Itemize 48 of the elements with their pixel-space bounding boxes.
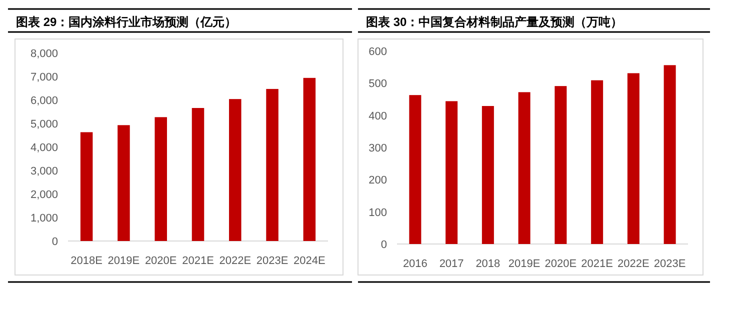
bar: [303, 78, 316, 241]
x-tick-label: 2022E: [219, 255, 252, 267]
x-tick-label: 2024E: [294, 255, 326, 267]
x-tick-label: 2019E: [108, 255, 140, 267]
x-tick-label: 2021E: [182, 255, 214, 267]
chart-title: 图表 29：国内涂料行业市场预测（亿元）: [16, 15, 237, 29]
y-tick-label: 100: [368, 206, 387, 219]
y-tick-label: 600: [368, 46, 387, 58]
bar: [154, 117, 167, 241]
y-tick-label: 1,000: [30, 212, 58, 224]
x-tick-label: 2023E: [256, 255, 288, 267]
y-tick-label: 4,000: [30, 142, 58, 154]
bar: [627, 73, 640, 244]
bar: [266, 88, 278, 241]
y-tick-label: 500: [368, 78, 387, 90]
y-tick-label: 400: [368, 110, 387, 122]
y-tick-label: 0: [52, 236, 58, 248]
bar: [192, 108, 204, 241]
bar: [664, 65, 676, 244]
x-tick-label: 2019E: [508, 258, 540, 270]
y-tick-label: 2,000: [30, 189, 58, 201]
x-tick-label: 2023E: [654, 258, 686, 270]
bar: [229, 99, 242, 241]
chart-title: 图表 30：中国复合材料制品产量及预测（万吨）: [366, 15, 623, 29]
bar: [554, 86, 567, 244]
x-tick-label: 2021E: [581, 258, 613, 270]
x-tick-label: 2020E: [144, 255, 177, 267]
bar: [518, 92, 530, 244]
x-tick-label: 2022E: [618, 258, 650, 270]
x-tick-label: 2016: [402, 258, 428, 270]
y-tick-label: 300: [368, 142, 387, 154]
y-tick-label: 0: [380, 239, 387, 251]
y-tick-label: 5,000: [30, 118, 58, 130]
bar: [482, 106, 494, 244]
x-tick-label: 2017: [439, 258, 464, 270]
bar: [80, 132, 93, 241]
y-tick-label: 6,000: [30, 95, 58, 107]
x-tick-label: 2018E: [70, 255, 102, 267]
y-tick-label: 200: [368, 174, 387, 187]
y-tick-label: 8,000: [30, 48, 58, 60]
bar: [409, 95, 422, 244]
y-tick-label: 3,000: [30, 166, 58, 178]
y-tick-label: 7,000: [30, 72, 58, 84]
bar: [118, 125, 130, 241]
x-tick-label: 2018: [476, 258, 500, 270]
x-tick-label: 2020E: [544, 258, 577, 270]
bar: [591, 80, 604, 244]
bar: [446, 101, 458, 244]
